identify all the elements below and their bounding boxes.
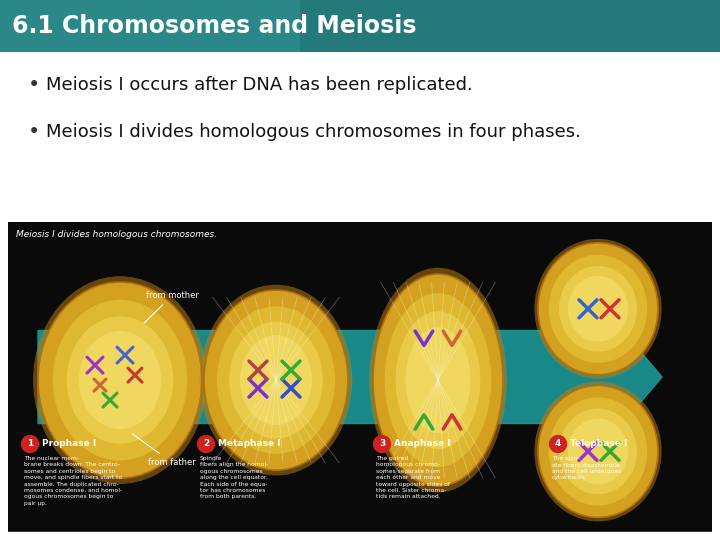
- Ellipse shape: [534, 239, 662, 379]
- Text: Meiosis I divides homologous chromosomes in four phases.: Meiosis I divides homologous chromosomes…: [46, 123, 581, 141]
- Ellipse shape: [67, 316, 174, 444]
- Bar: [0, 0, 720, 52]
- Text: Telophase I: Telophase I: [570, 440, 627, 449]
- Circle shape: [197, 435, 215, 453]
- Ellipse shape: [79, 331, 161, 429]
- Ellipse shape: [240, 335, 312, 425]
- Ellipse shape: [568, 276, 628, 342]
- Text: The nuclear mem-
brane breaks down. The centro-
somes and centrioles begin to
mo: The nuclear mem- brane breaks down. The …: [24, 456, 122, 506]
- Circle shape: [374, 435, 390, 453]
- Text: 1: 1: [27, 440, 33, 449]
- Text: 3: 3: [379, 440, 385, 449]
- Ellipse shape: [534, 381, 662, 521]
- Ellipse shape: [369, 268, 507, 492]
- Text: 6.1 Chromosomes and Meiosis: 6.1 Chromosomes and Meiosis: [12, 14, 416, 38]
- Ellipse shape: [38, 282, 202, 478]
- Ellipse shape: [199, 285, 352, 476]
- Ellipse shape: [53, 300, 187, 461]
- Circle shape: [549, 435, 567, 453]
- Text: Meiosis I divides homologous chromosomes.: Meiosis I divides homologous chromosomes…: [16, 230, 217, 239]
- Bar: [8, 222, 712, 532]
- Ellipse shape: [538, 243, 658, 375]
- Text: 2: 2: [203, 440, 209, 449]
- Text: from father: from father: [132, 434, 196, 467]
- Text: Meiosis I occurs after DNA has been replicated.: Meiosis I occurs after DNA has been repl…: [46, 76, 473, 94]
- Ellipse shape: [373, 274, 503, 486]
- Text: The paired
homologous chromo-
somes separate from
each other and move
toward opp: The paired homologous chromo- somes sepa…: [376, 456, 450, 500]
- Text: from mother: from mother: [144, 291, 199, 323]
- Ellipse shape: [33, 276, 207, 484]
- Ellipse shape: [405, 327, 470, 433]
- Text: Anaphase I: Anaphase I: [394, 440, 451, 449]
- FancyArrow shape: [38, 312, 662, 442]
- Ellipse shape: [559, 266, 637, 352]
- Ellipse shape: [538, 386, 658, 517]
- Ellipse shape: [217, 306, 335, 454]
- Text: Spindle
fibers align the homol-
ogous chromosomes
along the cell equator.
Each s: Spindle fibers align the homol- ogous ch…: [200, 456, 269, 500]
- Ellipse shape: [384, 293, 491, 467]
- Text: •: •: [28, 75, 40, 95]
- Text: The spin-
dle fibers disassemble,
and the cell undergoes
cytokinesis.: The spin- dle fibers disassemble, and th…: [552, 456, 621, 480]
- Circle shape: [22, 435, 38, 453]
- Bar: [300, 0, 720, 52]
- Ellipse shape: [229, 322, 323, 438]
- Ellipse shape: [568, 418, 628, 484]
- Ellipse shape: [396, 311, 480, 449]
- Text: 4: 4: [555, 440, 561, 449]
- Ellipse shape: [549, 397, 647, 505]
- Text: •: •: [28, 122, 40, 142]
- Ellipse shape: [559, 408, 637, 494]
- Ellipse shape: [549, 255, 647, 363]
- Ellipse shape: [204, 290, 348, 470]
- Text: Prophase I: Prophase I: [42, 440, 96, 449]
- Text: Metaphase I: Metaphase I: [218, 440, 281, 449]
